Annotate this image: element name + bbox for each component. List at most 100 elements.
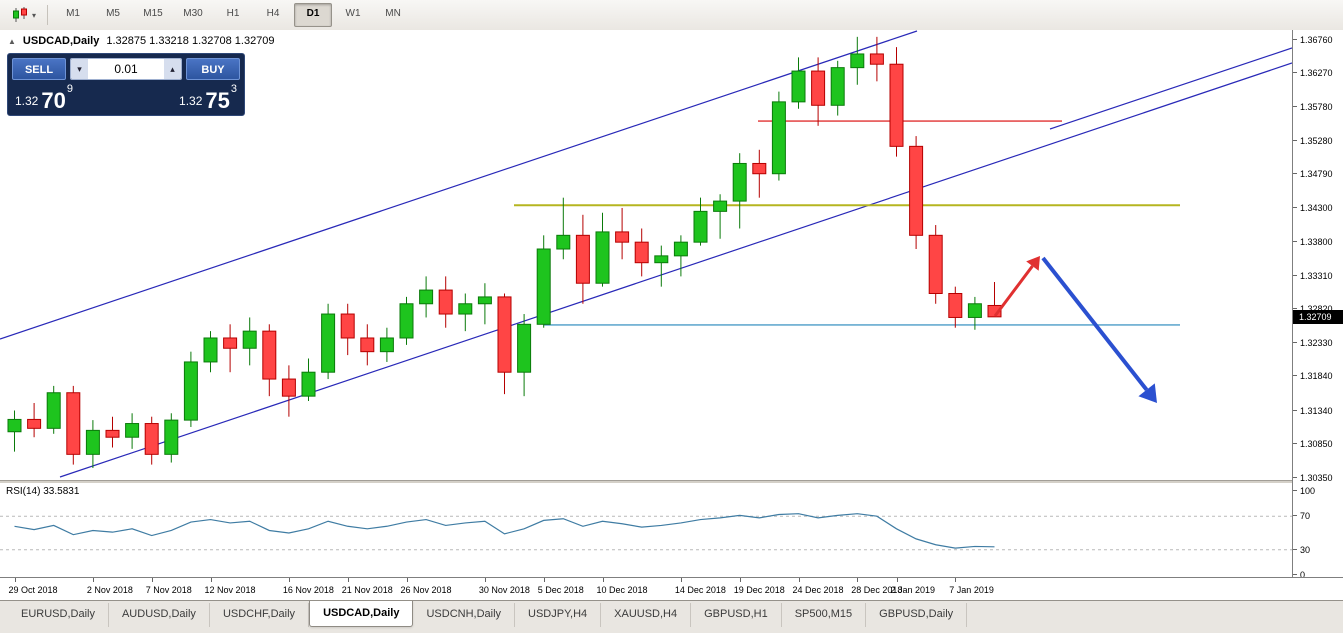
collapse-panel-icon[interactable]: ▲ xyxy=(8,36,16,46)
buy-button[interactable]: BUY xyxy=(186,58,240,80)
price-scale-label: 1.31340 xyxy=(1293,405,1333,416)
bear-candle xyxy=(869,53,884,65)
price-scale-label: 1.34790 xyxy=(1293,169,1333,180)
time-axis-label: 30 Nov 2018 xyxy=(478,585,530,595)
tab-usdchf-daily[interactable]: USDCHF,Daily xyxy=(210,603,310,627)
bull-candle xyxy=(830,67,845,106)
timeframe-button-m15[interactable]: M15 xyxy=(143,8,163,19)
bearish-arrow xyxy=(1041,256,1149,392)
time-axis-tick xyxy=(288,578,290,582)
time-axis-label: 2 Nov 2018 xyxy=(86,585,133,595)
price-scale-label: 1.32820 xyxy=(1293,304,1333,314)
time-axis-label: 24 Dec 2018 xyxy=(792,585,844,595)
tab-gbpusd-h1[interactable]: GBPUSD,H1 xyxy=(691,603,782,627)
bull-candle xyxy=(321,313,336,373)
bull-candle xyxy=(183,361,198,421)
rsi-panel[interactable]: RSI(14) 33.5831 xyxy=(0,483,1292,577)
bull-candle xyxy=(791,70,806,103)
timeframe-button-mn[interactable]: MN xyxy=(385,8,401,19)
tab-xauusd-h4[interactable]: XAUUSD,H4 xyxy=(601,603,692,627)
price-scale-label: 1.35280 xyxy=(1293,135,1333,146)
tab-usdcad-daily[interactable]: USDCAD,Daily xyxy=(309,601,414,627)
bull-candle xyxy=(732,162,747,202)
bear-candle xyxy=(281,378,296,397)
timeframe-button-w1[interactable]: W1 xyxy=(345,8,361,19)
bull-candle xyxy=(7,418,22,433)
price-scale[interactable]: 1.32709 1.36760 1.36270 1.35780 1.35280 1.34… xyxy=(1292,30,1343,580)
time-axis[interactable]: 29 Oct 2018 2 Nov 2018 7 Nov 2018 12 Nov 20… xyxy=(0,577,1343,601)
volume-decrease-button[interactable]: ▾ xyxy=(71,59,88,79)
price-scale-label: 1.31840 xyxy=(1293,371,1333,382)
price-scale-label: 1.30350 xyxy=(1293,473,1333,484)
time-axis-label: 14 Dec 2018 xyxy=(674,585,726,595)
bull-candle xyxy=(654,255,669,264)
time-axis-label: 28 Dec 2018 xyxy=(851,585,903,595)
timeframe-button-d1[interactable]: D1 xyxy=(294,3,333,27)
time-axis-tick xyxy=(896,578,898,582)
tab-eurusd-daily[interactable]: EURUSD,Daily xyxy=(8,603,109,627)
tab-gbpusd-daily[interactable]: GBPUSD,Daily xyxy=(866,603,968,627)
bull-candle xyxy=(477,296,492,305)
rsi-indicator-label: RSI(14) 33.5831 xyxy=(6,486,80,497)
rsi-line xyxy=(14,513,995,549)
bull-candle xyxy=(693,210,708,243)
time-axis-tick xyxy=(347,578,349,582)
bear-candle xyxy=(615,231,630,243)
timeframe-button-h1[interactable]: H1 xyxy=(226,8,240,19)
time-axis-label: 21 Nov 2018 xyxy=(341,585,393,595)
trend-channel-line xyxy=(0,30,918,340)
time-axis-tick xyxy=(406,578,408,582)
bull-candle xyxy=(713,200,728,212)
bear-candle xyxy=(144,423,159,455)
bull-candle xyxy=(242,330,257,349)
price-chart-plot[interactable] xyxy=(0,30,1292,480)
sell-price: 1.32 70 9 xyxy=(15,83,73,113)
rsi-scale-label: 0 xyxy=(1292,570,1306,580)
tab-sp500-m15[interactable]: SP500,M15 xyxy=(782,603,867,627)
chart-header: ▲ USDCAD,Daily 1.32875 1.33218 1.32708 1… xyxy=(8,35,275,47)
timeframe-button-h4[interactable]: H4 xyxy=(266,8,280,19)
timeframe-button-m5[interactable]: M5 xyxy=(106,8,120,19)
bear-candle xyxy=(811,70,826,106)
time-axis-tick xyxy=(92,578,94,582)
time-axis-label: 7 Nov 2018 xyxy=(145,585,192,595)
tab-usdcnh-daily[interactable]: USDCNH,Daily xyxy=(413,603,516,627)
time-axis-label: 7 Jan 2019 xyxy=(949,585,994,595)
bear-candle xyxy=(438,289,453,315)
bull-candle xyxy=(419,289,434,305)
tab-audusd-daily[interactable]: AUDUSD,Daily xyxy=(109,603,210,627)
time-axis-label: 5 Dec 2018 xyxy=(537,585,584,595)
sell-button[interactable]: SELL xyxy=(12,58,66,80)
time-axis-label: 10 Dec 2018 xyxy=(596,585,648,595)
volume-input[interactable]: 0.01 xyxy=(88,59,164,79)
price-scale-label: 1.30850 xyxy=(1293,439,1333,450)
bear-candle xyxy=(575,234,590,284)
bearish-arrow-head xyxy=(1138,383,1157,403)
time-axis-tick xyxy=(210,578,212,582)
bullish-arrow-head xyxy=(1026,256,1040,271)
main-chart-area[interactable]: ▲ USDCAD,Daily 1.32875 1.33218 1.32708 1… xyxy=(0,30,1292,480)
time-axis-tick xyxy=(543,578,545,582)
timeframe-button-m30[interactable]: M30 xyxy=(183,8,203,19)
price-scale-label: 1.36760 xyxy=(1293,34,1333,45)
rsi-scale-label: 70 xyxy=(1292,511,1311,522)
chart-type-tool[interactable]: ▾ xyxy=(6,5,41,25)
price-scale-label: 1.36270 xyxy=(1293,68,1333,79)
bull-candle xyxy=(125,423,140,438)
toolbar-separator xyxy=(47,5,49,25)
time-axis-label: 2 Jan 2019 xyxy=(890,585,936,595)
rsi-scale-label: 30 xyxy=(1292,544,1311,555)
timeframe-button-m1[interactable]: M1 xyxy=(66,8,80,19)
price-scale-label: 1.34300 xyxy=(1293,202,1333,213)
bear-candle xyxy=(105,429,120,438)
bear-candle xyxy=(928,234,943,294)
volume-increase-button[interactable]: ▴ xyxy=(164,59,181,79)
rsi-scale-label: 100 xyxy=(1292,486,1316,496)
bear-candle xyxy=(497,296,512,373)
volume-stepper: ▾ 0.01 ▴ xyxy=(70,58,182,80)
bear-candle xyxy=(340,313,355,339)
price-scale-label: 1.33310 xyxy=(1293,270,1333,281)
tab-usdjpy-h4[interactable]: USDJPY,H4 xyxy=(515,603,602,627)
time-axis-tick xyxy=(857,578,859,582)
time-axis-tick xyxy=(680,578,682,582)
